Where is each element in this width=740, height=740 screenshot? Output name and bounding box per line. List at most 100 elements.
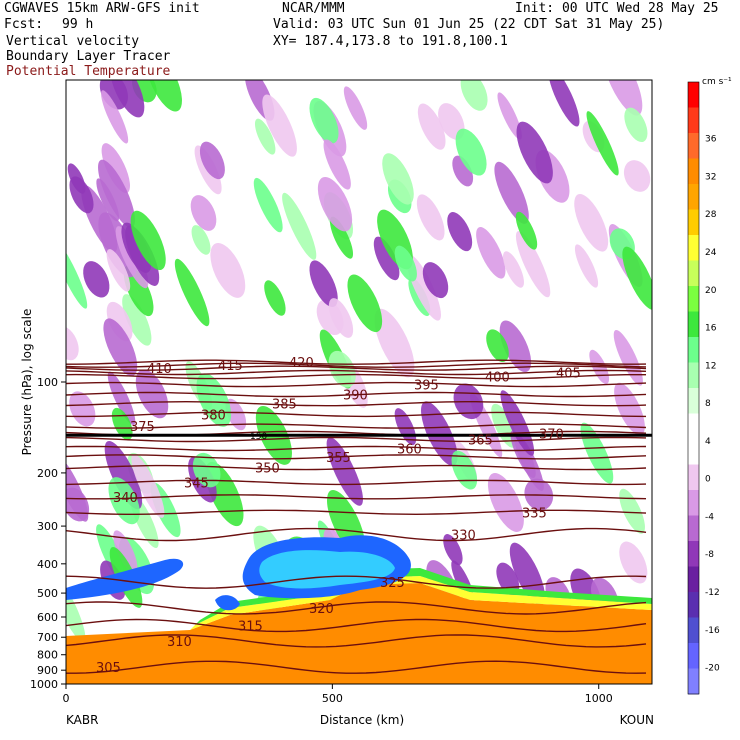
velocity-streak: [491, 403, 517, 448]
velocity-streak: [196, 373, 232, 427]
theta-label-415: 415: [218, 359, 243, 374]
colorbar-swatch: [688, 541, 699, 567]
velocity-streak: [623, 160, 651, 192]
theta-label-395: 395: [414, 379, 439, 394]
colorbar-swatch: [688, 643, 699, 669]
velocity-streak: [107, 371, 136, 426]
colorbar-label: -20: [705, 664, 720, 674]
theta-contour-415: [66, 362, 647, 368]
velocity-streak: [500, 390, 535, 456]
velocity-streak: [619, 541, 648, 584]
y-tick-label: 300: [37, 520, 58, 533]
theta-contour-380: [66, 411, 647, 418]
theta-contour-375: [66, 423, 647, 429]
colorbar-label: 32: [705, 172, 716, 182]
theta-label-320: 320: [309, 602, 334, 617]
velocity-streak: [317, 176, 353, 232]
boundary-layer-region: [66, 583, 652, 684]
colorbar-swatch: [688, 158, 699, 185]
velocity-streak: [613, 329, 643, 386]
colorbar-label: 12: [705, 361, 716, 371]
theta-contour-330: [66, 527, 647, 542]
header-model-title: CGWAVES 15km ARW-GFS init: [4, 1, 200, 16]
colorbar-label: -16: [705, 626, 720, 636]
theta-contour-385: [66, 400, 647, 407]
velocity-streak: [343, 86, 368, 130]
theta-label-365: 365: [468, 434, 493, 449]
plot-content: 305 310 315 320 325 330 335 340 345 350 355 360 365 3…: [66, 80, 652, 684]
colorbar-swatch: [688, 260, 699, 287]
colorbar-unit: cm s⁻¹: [702, 77, 732, 87]
theta-contour-400: [66, 373, 646, 380]
header-field-boundary-layer: Boundary Layer Tracer: [6, 49, 171, 64]
theta-label-390: 390: [343, 389, 368, 404]
velocity-streak: [98, 159, 135, 228]
colorbar-label: 16: [705, 324, 717, 334]
y-tick-label: 900: [37, 664, 58, 677]
velocity-streak: [135, 369, 169, 419]
theta-contour-350: [66, 464, 647, 471]
velocity-streak: [309, 260, 338, 308]
colorbar-swatch: [688, 668, 699, 695]
velocity-streak: [191, 225, 211, 255]
y-tick-label: 400: [37, 558, 58, 571]
theta-contour-340: [66, 494, 647, 500]
velocity-streak: [110, 80, 145, 118]
velocity-streak: [101, 143, 131, 194]
colorbar-swatch: [688, 337, 699, 363]
theta-label-410: 410: [147, 362, 172, 377]
y-tick-label: 200: [37, 467, 58, 480]
colorbar-swatch: [688, 388, 699, 414]
velocity-streak: [624, 107, 648, 143]
theta-label-400: 400: [485, 371, 510, 386]
velocity-streak: [113, 530, 138, 574]
velocity-streak: [69, 391, 96, 427]
colorbar-swatch: [688, 439, 699, 465]
header-valid-time: Valid: 03 UTC Sun 01 Jun 25 (22 CDT Sat …: [273, 17, 665, 32]
colorbar-label: 24: [705, 248, 717, 258]
theta-contour-365: [66, 436, 647, 443]
theta-label-420: 420: [289, 356, 314, 371]
velocity-streak: [309, 97, 339, 144]
colorbar-label: 4: [705, 437, 711, 447]
theta-label-380: 380: [201, 408, 226, 423]
velocity-streak: [83, 261, 110, 298]
velocity-streak: [328, 350, 356, 388]
velocity-streak: [494, 161, 529, 224]
header-field-potential-temp: Potential Temperature: [6, 64, 171, 79]
theta-label-345: 345: [184, 476, 209, 491]
theta-label-310: 310: [167, 635, 192, 650]
theta-label-340: 340: [113, 491, 138, 506]
colorbar-label: -4: [705, 512, 714, 522]
velocity-streak: [447, 212, 473, 252]
theta-label-355: 355: [326, 451, 351, 466]
header-xy-range: XY= 187.4,173.8 to 191.8,100.1: [273, 34, 508, 49]
x-axis-title: Distance (km): [320, 713, 404, 727]
theta-contour-405: [66, 369, 647, 376]
colorbar-label: 36: [705, 135, 717, 145]
colorbar-swatch: [688, 362, 699, 389]
endpoint-left: KABR: [66, 713, 98, 727]
velocity-streak: [96, 178, 120, 222]
theta-contour-355: [66, 454, 647, 460]
theta-contour-420: [66, 359, 647, 365]
colorbar-label: 0: [705, 475, 711, 485]
velocity-streak: [394, 245, 417, 282]
theta-contour-390: [66, 391, 647, 398]
velocity-streak: [487, 473, 524, 532]
x-axis: 0 500 1000: [63, 684, 613, 705]
velocity-streak: [515, 231, 551, 298]
bold-contour-label: 150: [250, 432, 267, 442]
velocity-streak: [123, 265, 154, 317]
velocity-streak: [586, 111, 619, 176]
velocity-streak: [121, 222, 152, 273]
colorbar-swatch: [688, 133, 699, 159]
header-fcst-label: Fcst:: [4, 17, 44, 32]
velocity-streak: [190, 195, 217, 231]
velocity-streak: [374, 308, 415, 378]
theta-label-375: 375: [130, 420, 155, 435]
velocity-streak: [225, 398, 247, 431]
velocity-streak: [486, 329, 509, 363]
colorbar-label: -12: [705, 588, 720, 598]
colorbar-swatch: [688, 515, 699, 542]
